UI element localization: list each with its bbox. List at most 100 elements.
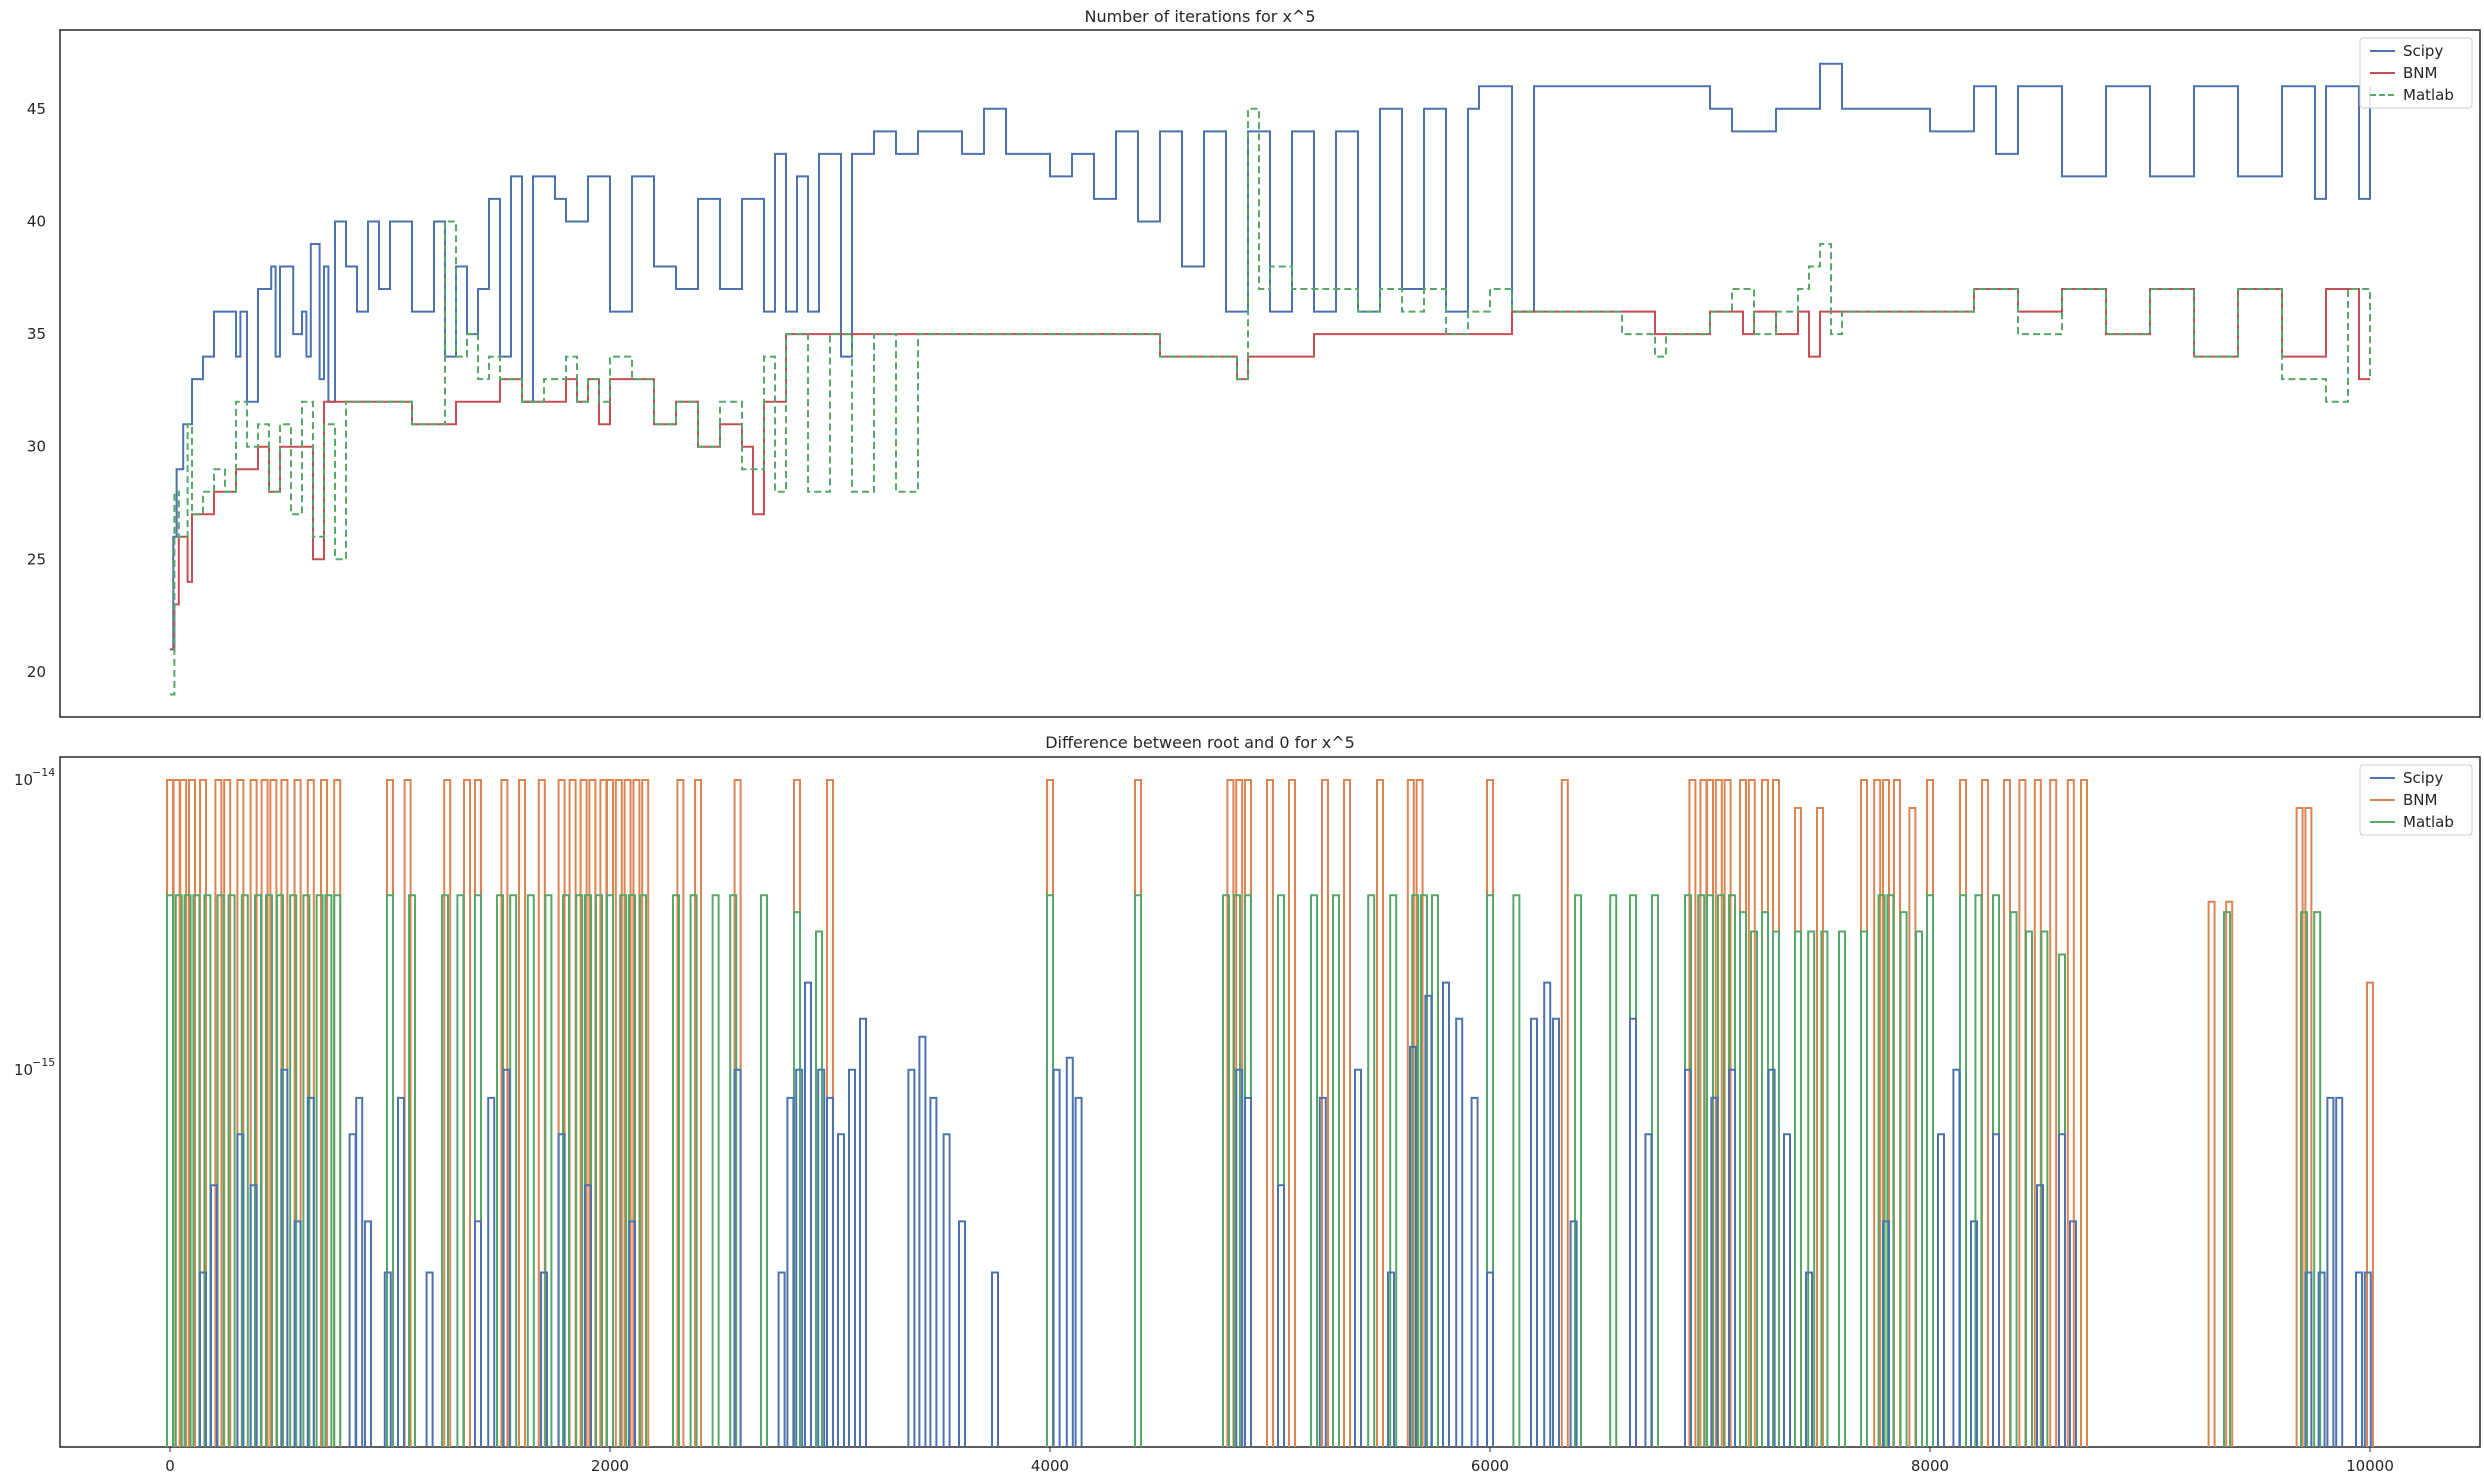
spike-bnm	[2049, 779, 2058, 1447]
spike-scipy	[1455, 1017, 1464, 1447]
spike-matlab	[254, 894, 262, 1447]
y-tick-exponent: −15	[32, 1056, 55, 1069]
spike-matlab	[711, 894, 720, 1447]
spike-matlab	[192, 894, 201, 1447]
spike-scipy	[942, 1133, 951, 1447]
legend-label-bnm: BNM	[2403, 64, 2437, 82]
spike-matlab	[689, 894, 698, 1447]
spike-bnm	[614, 779, 623, 1447]
legend-label-matlab: Matlab	[2403, 813, 2454, 831]
spike-matlab	[1838, 930, 1846, 1447]
spike-matlab	[240, 894, 249, 1447]
spike-bnm	[1343, 779, 1351, 1447]
spike-scipy	[1486, 1271, 1494, 1447]
spike-scipy	[777, 1271, 786, 1447]
spike-matlab	[815, 930, 823, 1447]
spike-scipy	[474, 1220, 482, 1447]
spike-scipy	[1728, 1068, 1736, 1447]
spike-scipy	[249, 1184, 258, 1447]
spike-scipy	[2069, 1220, 2077, 1447]
iterations-chart-panel: Number of iterations for x^5 20 25 30 35 40 4…	[27, 7, 2481, 718]
spike-scipy	[1470, 1096, 1479, 1447]
spike-scipy	[1409, 1045, 1417, 1447]
spike-scipy	[958, 1220, 966, 1447]
spike-scipy	[1992, 1133, 2000, 1447]
spike-matlab	[216, 894, 225, 1447]
spike-scipy	[817, 1068, 826, 1447]
series-scipy	[199, 981, 2372, 1447]
spike-scipy	[1937, 1133, 1945, 1447]
spike-matlab	[1807, 930, 1816, 1447]
spike-scipy	[1244, 1096, 1252, 1447]
spike-matlab	[1750, 930, 1758, 1447]
spike-scipy	[364, 1220, 372, 1447]
spike-matlab	[2040, 930, 2049, 1447]
spike-scipy	[733, 1068, 742, 1447]
spike-scipy	[991, 1271, 999, 1447]
series-line-scipy	[170, 62, 2371, 651]
spike-scipy	[848, 1068, 856, 1447]
spike-bnm	[641, 779, 650, 1447]
spike-scipy	[1569, 1220, 1578, 1447]
spike-scipy	[487, 1096, 496, 1447]
spike-bnm	[579, 779, 588, 1447]
spike-matlab	[1134, 894, 1142, 1447]
spike-matlab	[595, 894, 603, 1447]
spike-scipy	[293, 1220, 302, 1447]
spike-scipy	[2036, 1184, 2044, 1447]
y-tick-label: 30	[27, 438, 46, 456]
spike-bnm	[2080, 779, 2088, 1447]
spike-matlab	[526, 894, 535, 1447]
spike-scipy	[1783, 1133, 1791, 1447]
spike-matlab	[265, 894, 273, 1447]
spike-scipy	[2326, 1096, 2335, 1447]
spike-scipy	[1318, 1096, 1327, 1447]
legend-label-matlab: Matlab	[2403, 86, 2454, 104]
spike-scipy	[786, 1096, 795, 1447]
spike-scipy	[1354, 1068, 1362, 1447]
y-tick-labels: 20 25 30 35 40 45	[27, 100, 46, 681]
spike-matlab	[1277, 894, 1285, 1447]
spike-scipy	[837, 1133, 845, 1447]
spike-matlab	[166, 894, 174, 1447]
spike-scipy	[1235, 1068, 1244, 1447]
spike-matlab	[606, 894, 614, 1447]
spike-bnm	[1560, 779, 1569, 1447]
spike-matlab	[584, 894, 592, 1447]
spike-matlab	[1233, 894, 1241, 1447]
legend-label-scipy: Scipy	[2403, 42, 2443, 60]
spike-matlab	[408, 894, 416, 1447]
spike-scipy	[2317, 1271, 2326, 1447]
spike-scipy	[1767, 1068, 1776, 1447]
spike-matlab	[2009, 911, 2018, 1447]
spike-matlab	[183, 894, 192, 1447]
spike-scipy	[236, 1133, 245, 1447]
spike-scipy	[1387, 1271, 1395, 1447]
spike-bnm	[557, 779, 566, 1447]
spike-matlab	[1512, 894, 1521, 1447]
series-line-matlab	[170, 107, 2371, 696]
spike-scipy	[1074, 1096, 1083, 1447]
spike-scipy	[1530, 1017, 1538, 1447]
y-tick-label: 40	[27, 212, 46, 230]
spike-scipy	[2363, 1271, 2372, 1447]
spike-bnm	[2207, 900, 2216, 1447]
series-group	[170, 62, 2371, 696]
spike-matlab	[729, 894, 738, 1447]
spike-matlab	[1310, 894, 1318, 1447]
spike-scipy	[425, 1271, 434, 1447]
spike-bnm	[293, 779, 302, 1447]
spike-scipy	[355, 1096, 364, 1447]
spike-matlab	[544, 894, 553, 1447]
difference-chart-panel: Difference between root and 0 for x^5 10…	[14, 733, 2481, 1475]
legend: Scipy BNM Matlab	[2359, 37, 2473, 109]
spike-matlab	[672, 894, 680, 1447]
spike-scipy	[628, 1220, 636, 1447]
spike-matlab	[386, 894, 394, 1447]
chart-title: Number of iterations for x^5	[1084, 7, 1315, 26]
spike-bnm	[1321, 779, 1329, 1447]
spike-matlab	[315, 894, 324, 1447]
spike-scipy	[280, 1068, 289, 1447]
